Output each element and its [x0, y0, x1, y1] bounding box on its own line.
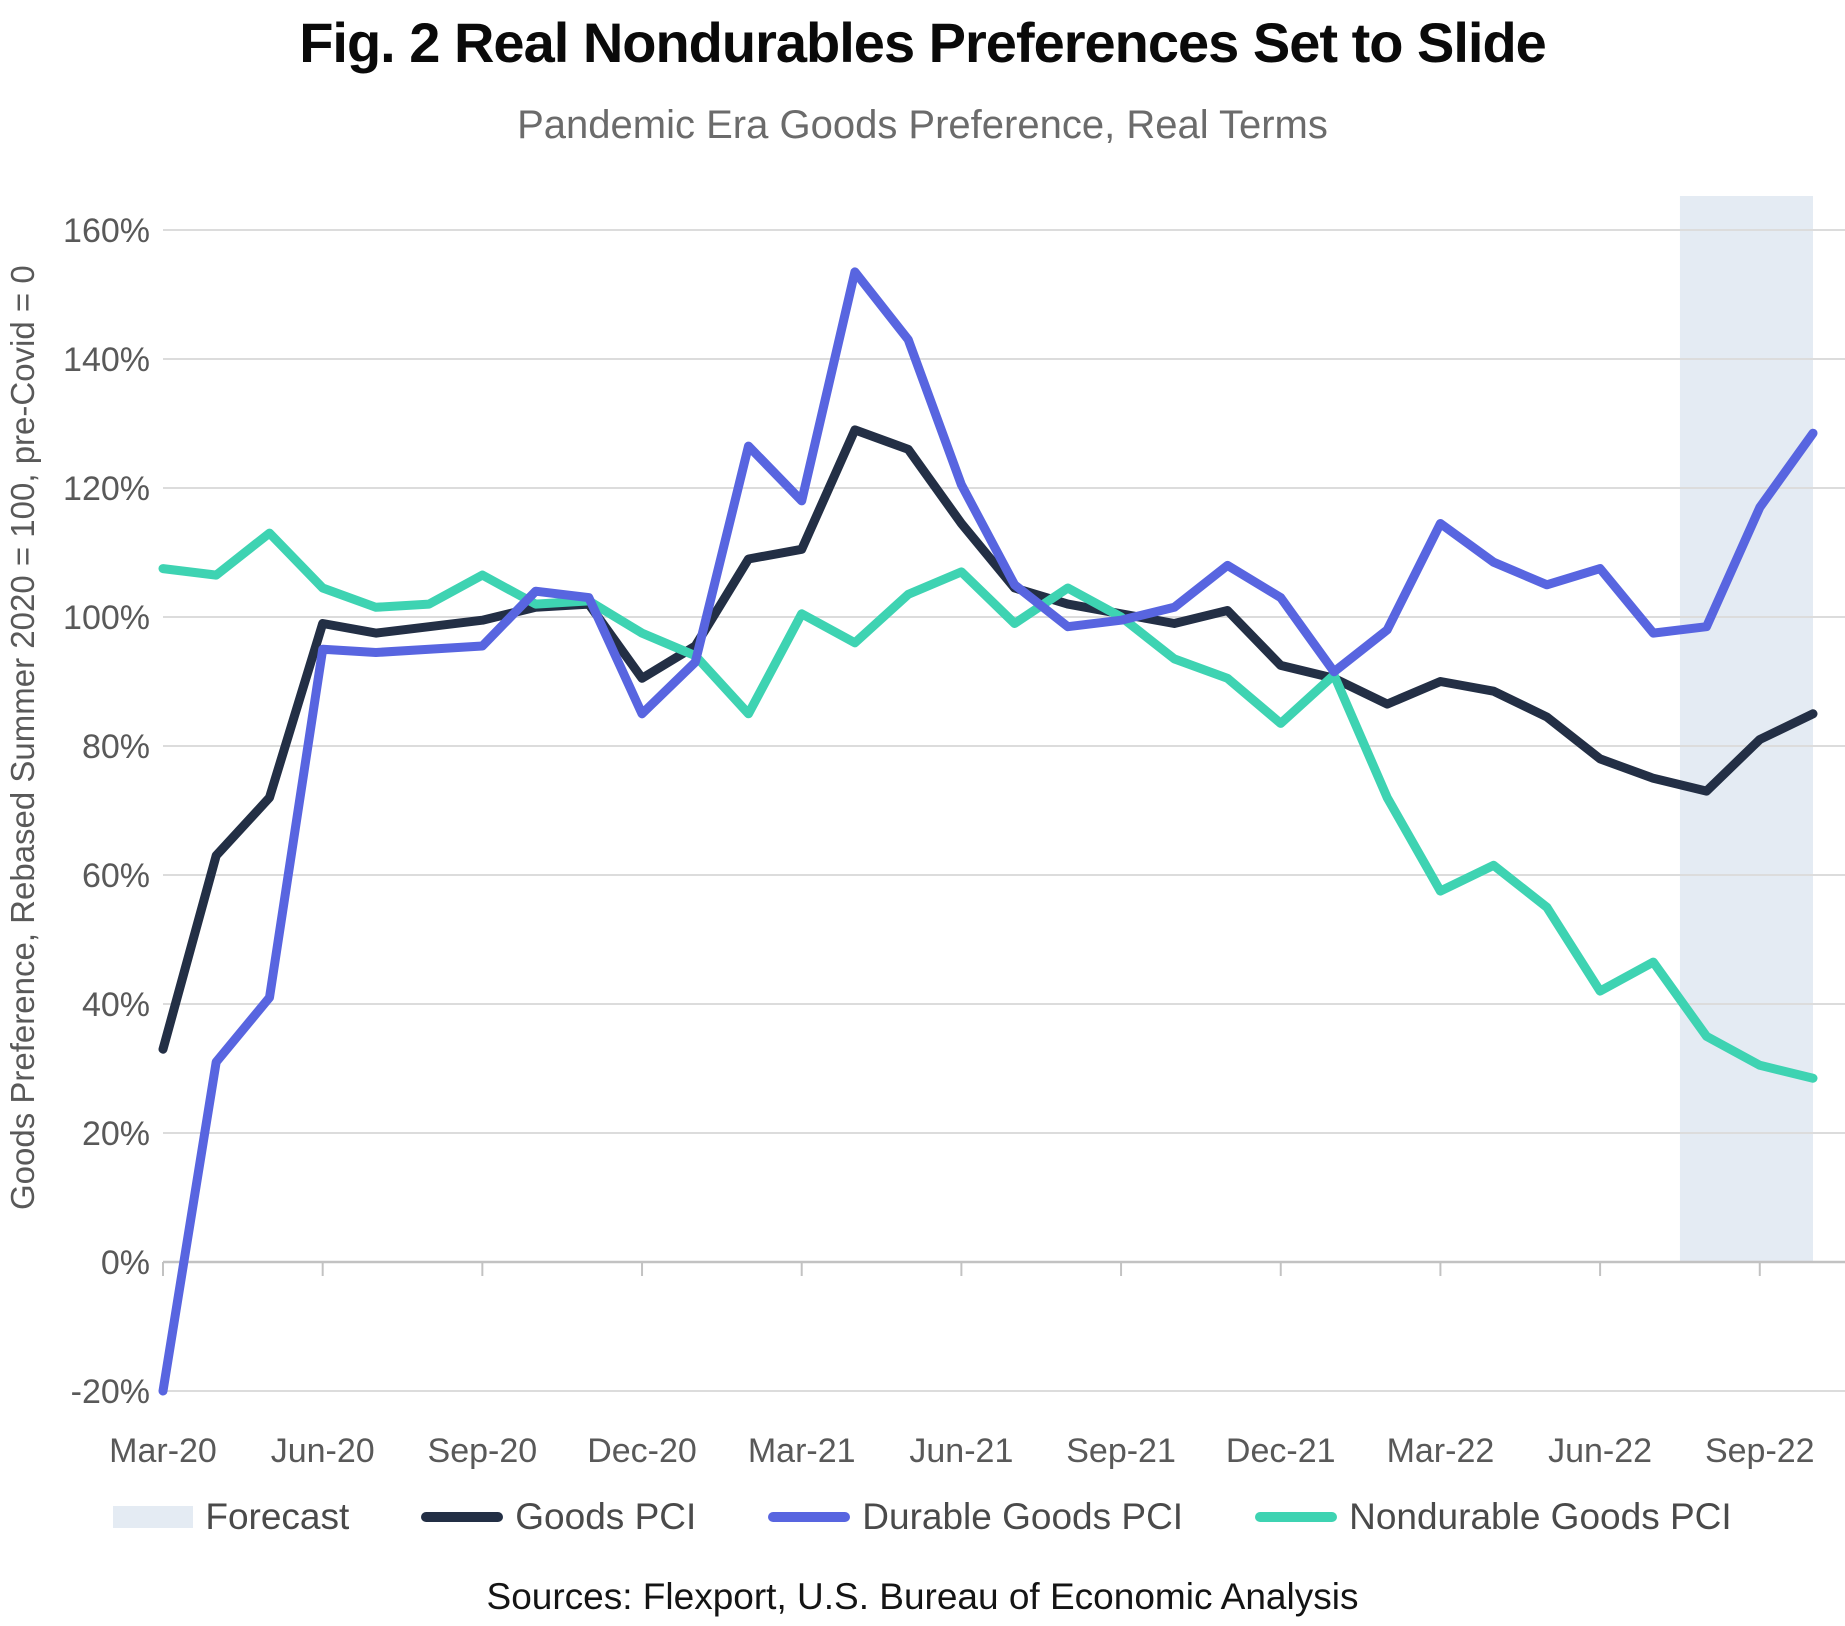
- svg-text:140%: 140%: [63, 341, 150, 379]
- svg-text:0%: 0%: [101, 1244, 150, 1282]
- legend-item-nondurable-goods-pci: Nondurable Goods PCI: [1255, 1496, 1732, 1538]
- svg-text:Dec-21: Dec-21: [1226, 1432, 1336, 1470]
- svg-text:20%: 20%: [82, 1115, 150, 1153]
- gridlines: [163, 229, 1845, 1392]
- x-axis-tick-labels: Mar-20 Jun-20 Sep-20 Dec-20 Mar-21 Jun-21 Sep-…: [109, 1432, 1814, 1470]
- sources-note: Sources: Flexport, U.S. Bureau of Econom…: [486, 1576, 1359, 1617]
- svg-text:Jun-21: Jun-21: [909, 1432, 1013, 1470]
- svg-text:80%: 80%: [82, 728, 150, 766]
- legend-item-durable-goods-pci: Durable Goods PCI: [768, 1496, 1183, 1538]
- forecast-swatch-icon: [113, 1506, 194, 1528]
- legend-item-forecast: Forecast: [113, 1496, 349, 1538]
- durable-goods-pci-swatch-icon: [768, 1512, 851, 1522]
- series-line-durable-goods-pci: [158, 267, 1818, 1396]
- forecast-band: [1679, 196, 1813, 1262]
- legend-label: Forecast: [205, 1496, 350, 1537]
- svg-text:Sep-20: Sep-20: [428, 1432, 538, 1470]
- legend-label: Goods PCI: [515, 1496, 697, 1537]
- page-title: Fig. 2 Real Nondurables Preferences Set …: [299, 11, 1547, 74]
- svg-text:Jun-20: Jun-20: [271, 1432, 375, 1470]
- svg-text:Sep-22: Sep-22: [1705, 1432, 1815, 1470]
- y-axis-title: Goods Preference, Rebased Summer 2020 = …: [4, 265, 41, 1210]
- legend-label: Durable Goods PCI: [862, 1496, 1184, 1537]
- svg-text:Mar-21: Mar-21: [748, 1432, 856, 1470]
- series-lines: [158, 267, 1818, 1396]
- svg-text:Dec-20: Dec-20: [587, 1432, 697, 1470]
- svg-text:-20%: -20%: [71, 1373, 150, 1411]
- goods-pci-swatch-icon: [421, 1512, 504, 1522]
- nondurable-goods-pci-swatch-icon: [1255, 1512, 1338, 1522]
- legend: Forecast Goods PCI Durable Goods PCI Non…: [0, 1496, 1845, 1538]
- series-line-nondurable-goods-pci: [158, 528, 1818, 1083]
- x-axis: [162, 1262, 1761, 1276]
- svg-text:Mar-20: Mar-20: [109, 1432, 217, 1470]
- svg-text:60%: 60%: [82, 857, 150, 895]
- y-axis-tick-labels: 160% 140% 120% 100% 80% 60% 40% 20% 0% -20%: [63, 212, 150, 1411]
- series-line-goods-pci: [158, 425, 1818, 1054]
- svg-text:100%: 100%: [63, 599, 150, 637]
- svg-text:Jun-22: Jun-22: [1548, 1432, 1652, 1470]
- legend-label: Nondurable Goods PCI: [1349, 1496, 1732, 1537]
- chart-subtitle: Pandemic Era Goods Preference, Real Term…: [517, 103, 1328, 147]
- svg-text:160%: 160%: [63, 212, 150, 250]
- legend-item-goods-pci: Goods PCI: [421, 1496, 696, 1538]
- svg-text:Mar-22: Mar-22: [1387, 1432, 1495, 1470]
- svg-text:Sep-21: Sep-21: [1066, 1432, 1176, 1470]
- svg-text:40%: 40%: [82, 986, 150, 1024]
- svg-text:120%: 120%: [63, 470, 150, 508]
